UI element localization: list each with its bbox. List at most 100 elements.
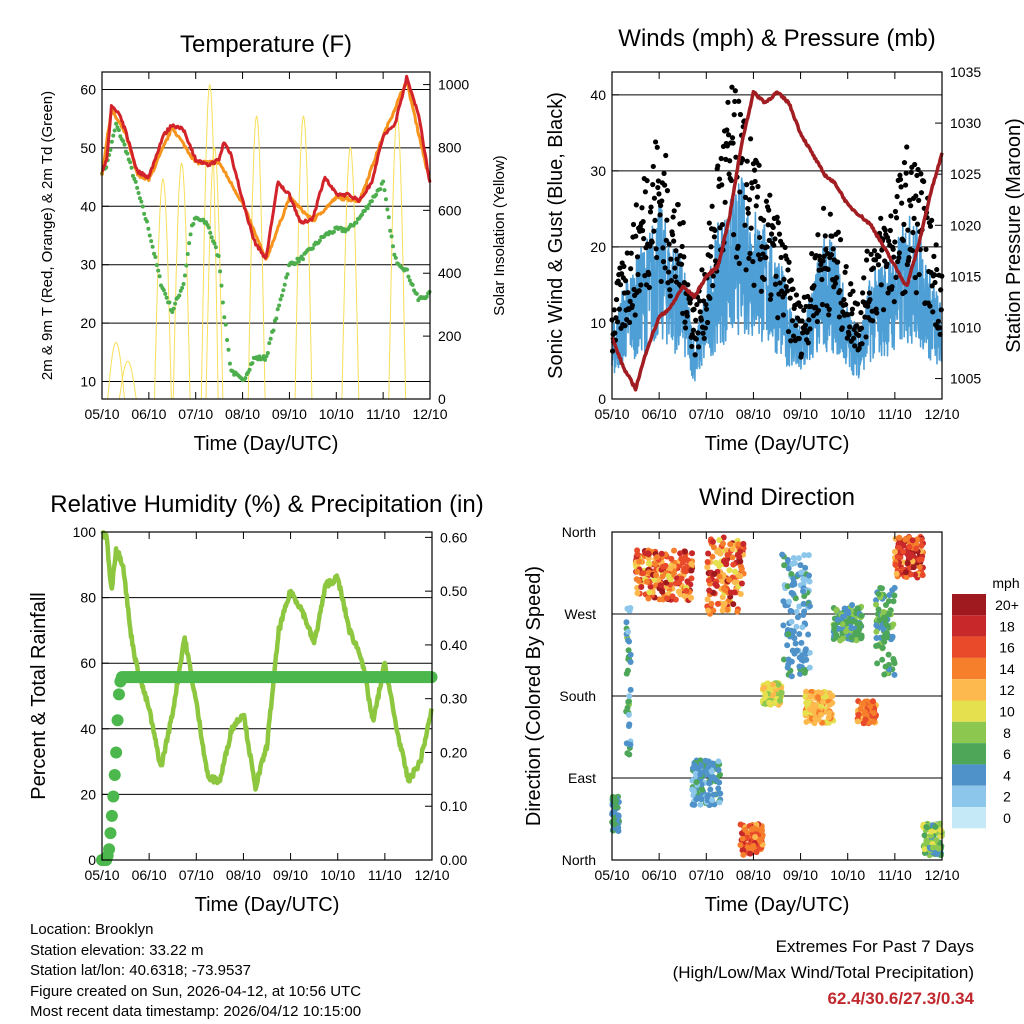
gust-point <box>635 271 641 278</box>
direction-point <box>732 568 739 575</box>
y2-tick-label: 400 <box>438 265 462 281</box>
gust-point <box>679 243 685 250</box>
direction-point <box>775 681 782 688</box>
direction-point <box>896 534 903 541</box>
direction-point <box>801 608 808 615</box>
dewpoint-point <box>152 251 157 256</box>
gust-point <box>830 246 836 252</box>
gust-point <box>894 193 900 200</box>
gust-point <box>730 140 736 146</box>
wind_direction-plot-frame <box>611 531 943 861</box>
direction-point <box>883 629 890 636</box>
gust-point <box>642 273 648 279</box>
direction-point <box>737 558 744 565</box>
gust-point <box>621 263 627 269</box>
dewpoint-point <box>354 220 359 225</box>
gust-point <box>763 198 770 204</box>
gust-point <box>654 254 660 261</box>
direction-point <box>660 563 667 570</box>
gust-point <box>634 254 641 260</box>
gust-point <box>778 254 784 261</box>
gust-point <box>930 309 936 315</box>
dewpoint-point <box>149 239 154 244</box>
gust-point <box>866 290 873 296</box>
x-tick-label: 08/10 <box>225 406 260 422</box>
direction-point <box>879 644 886 651</box>
x-tick-label: 12/10 <box>412 406 447 422</box>
gust-point <box>659 198 665 204</box>
gust-point <box>628 250 634 256</box>
gust-point <box>854 301 861 307</box>
gust-point <box>742 194 749 200</box>
y2-tick-label: 0.50 <box>440 583 467 599</box>
direction-point <box>731 579 738 586</box>
gust-point <box>611 307 617 313</box>
dewpoint-point <box>277 303 282 308</box>
y-tick-label: 20 <box>80 786 96 802</box>
gust-point <box>629 302 635 309</box>
dewpoint-point <box>296 259 301 264</box>
gust-point <box>827 211 833 217</box>
direction-point <box>669 593 676 600</box>
gust-point <box>880 307 887 313</box>
direction-point <box>896 539 903 546</box>
direction-point <box>933 836 940 843</box>
gust-point <box>689 343 695 350</box>
gust-point <box>735 243 741 249</box>
direction-point <box>717 550 724 557</box>
gust-point <box>650 163 656 170</box>
gust-point <box>638 282 644 288</box>
direction-point <box>676 579 683 586</box>
temperature-plot-frame <box>101 71 431 400</box>
dewpoint-point <box>187 241 192 246</box>
gust-point <box>750 258 756 265</box>
direction-point <box>869 698 876 705</box>
gust-point <box>710 283 716 289</box>
gust-point <box>799 318 805 324</box>
gust-point <box>732 88 738 94</box>
dewpoint-point <box>263 357 268 362</box>
direction-point <box>724 606 731 613</box>
legend-title: mph <box>992 575 1019 591</box>
direction-point <box>716 536 723 543</box>
direction-point <box>693 779 700 786</box>
gust-point <box>868 251 874 257</box>
y-tick-label: 40 <box>80 198 96 214</box>
gust-point <box>890 246 896 252</box>
direction-point <box>730 561 737 568</box>
temperature-xlabel: Time (Day/UTC) <box>194 433 339 455</box>
precip-point <box>111 714 124 727</box>
gust-point <box>681 254 687 260</box>
gust-point <box>906 255 912 261</box>
gust-point <box>796 336 802 342</box>
y-tick-label: 30 <box>80 257 96 273</box>
direction-point <box>848 634 855 641</box>
gust-point <box>745 210 751 216</box>
precip-point <box>105 809 118 822</box>
gust-point <box>749 185 755 191</box>
direction-point <box>719 607 726 614</box>
gust-point <box>768 231 775 237</box>
y-tick-label: 20 <box>590 239 606 255</box>
direction-point <box>653 572 660 579</box>
dewpoint-point <box>282 282 287 287</box>
direction-point <box>780 622 787 629</box>
gust-point <box>672 265 678 271</box>
direction-point <box>716 790 723 797</box>
direction-point <box>705 550 712 557</box>
gust-point <box>702 325 708 331</box>
gust-point <box>632 312 638 318</box>
direction-point <box>634 590 641 597</box>
direction-point <box>781 562 788 569</box>
gust-point <box>772 281 779 287</box>
direction-point <box>708 775 715 782</box>
direction-point <box>663 595 670 602</box>
gust-point <box>740 157 746 163</box>
dewpoint-point <box>170 310 175 315</box>
direction-point <box>740 851 747 858</box>
x-tick-label: 05/10 <box>84 867 119 883</box>
dewpoint-point <box>267 341 272 346</box>
gust-point <box>727 158 733 164</box>
direction-point <box>710 791 717 798</box>
